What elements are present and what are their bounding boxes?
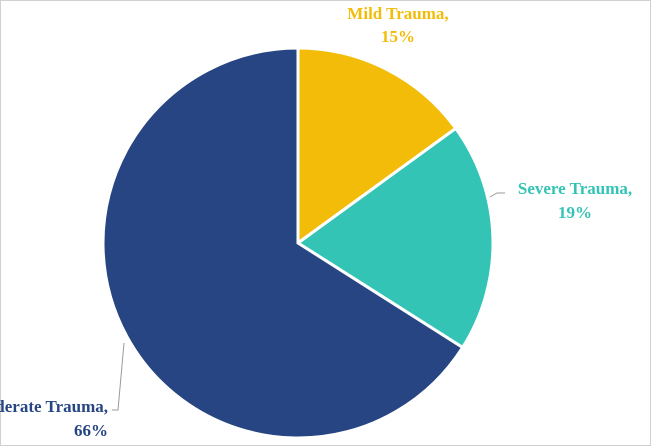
pie-slice [101,46,465,440]
slice-label: Moderate Trauma, [0,397,108,416]
pie-slice [295,126,495,350]
value-label: 15% [381,27,415,46]
pie-slice [296,46,458,246]
value-label: 66% [74,421,108,440]
leader-line [112,342,125,411]
value-label: 19% [558,203,592,222]
leader-line [489,192,505,198]
slice-label: Mild Trauma, [347,4,448,23]
slice-label: Severe Trauma, [518,179,632,198]
